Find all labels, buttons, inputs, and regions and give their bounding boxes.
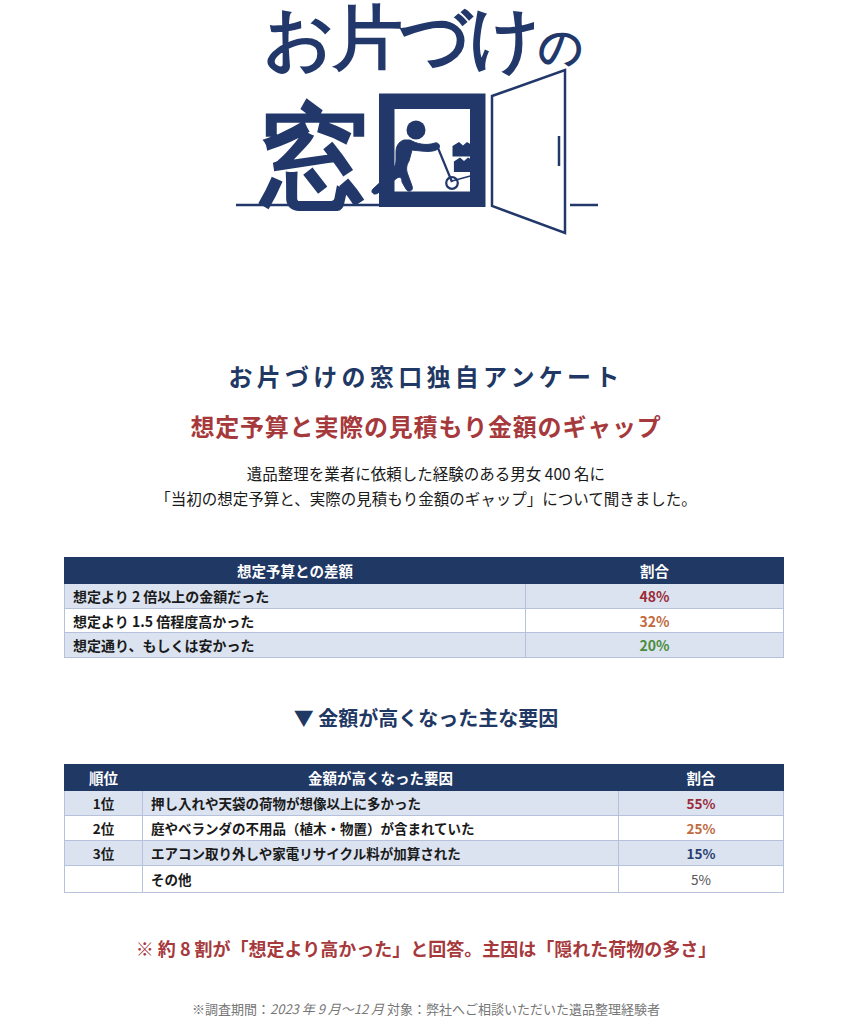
svg-text:お片づけの: お片づけの: [263, 0, 581, 77]
svg-text:窓: 窓: [257, 96, 370, 221]
